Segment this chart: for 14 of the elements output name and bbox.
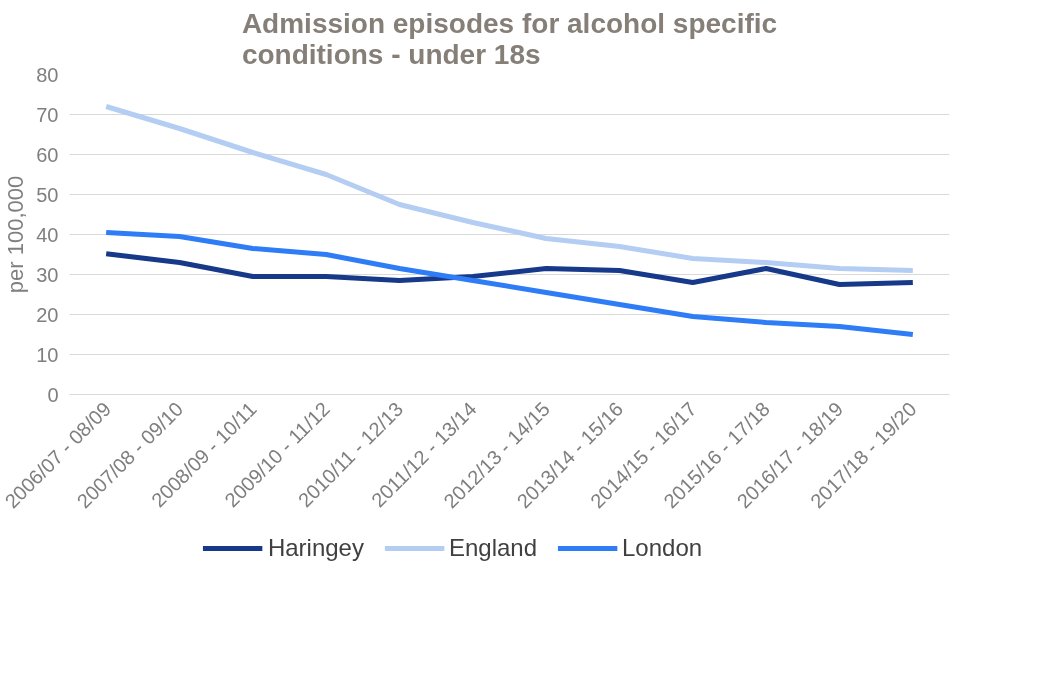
y-tick-label: 60 bbox=[36, 143, 59, 166]
y-tick-label: 70 bbox=[36, 103, 59, 126]
legend-label: London bbox=[622, 534, 703, 562]
legend-label: England bbox=[448, 534, 537, 562]
legend-label: Haringey bbox=[267, 534, 364, 562]
y-tick-label: 50 bbox=[36, 183, 59, 206]
y-tick-label: 30 bbox=[36, 263, 59, 286]
y-tick-label: 80 bbox=[36, 63, 59, 86]
chart-title: Admission episodes for alcohol specific conditions - under 18s bbox=[241, 7, 778, 70]
y-tick-label: 10 bbox=[36, 343, 59, 366]
y-tick-label: 20 bbox=[36, 303, 59, 326]
y-tick-label: 0 bbox=[47, 383, 59, 406]
y-axis-title: per 100,000 bbox=[3, 175, 29, 294]
y-tick-label: 40 bbox=[36, 223, 59, 246]
